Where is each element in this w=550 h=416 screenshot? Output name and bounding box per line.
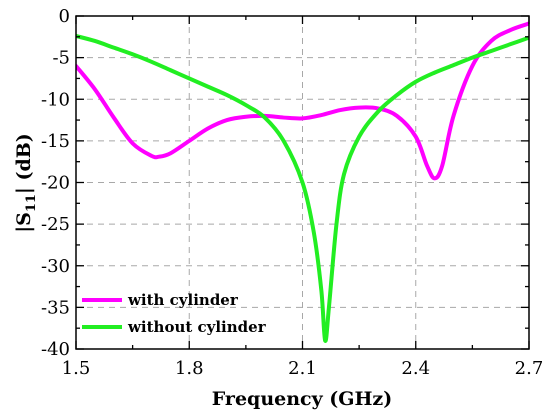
x-tick-label: 1.5: [62, 358, 91, 379]
series-with-cylinder: [76, 21, 529, 181]
axis-ticks: [75, 15, 530, 350]
x-tick-label: 1.8: [175, 358, 204, 379]
y-tick-label: -15: [41, 131, 70, 152]
series-lines: [76, 21, 529, 343]
legend: with cylinder without cylinder: [82, 291, 267, 336]
legend-label-without-cylinder: without cylinder: [127, 318, 267, 336]
y-tick-label: -30: [41, 256, 70, 277]
y-axis-title: |S11| (dB): [13, 133, 39, 233]
y-tick-label: -10: [41, 89, 70, 110]
grid-lines: [76, 16, 529, 349]
y-tick-label: 0: [59, 6, 70, 27]
y-tick-label: -40: [41, 339, 70, 360]
x-tick-label: 2.1: [288, 358, 317, 379]
y-axis-title-rest: | (dB): [13, 133, 35, 194]
y-axis-title-main: |S: [13, 212, 35, 233]
tick-labels: 1.5 1.8 2.1 2.4 2.7 0 -5 -10 -15 -20 -25 -30 -35 -40: [41, 6, 543, 379]
x-axis-title: Frequency (GHz): [212, 388, 392, 410]
y-tick-label: -35: [41, 297, 70, 318]
y-tick-label: -5: [52, 48, 70, 69]
y-tick-label: -20: [41, 173, 70, 194]
y-tick-label: -25: [41, 214, 70, 235]
legend-label-with-cylinder: with cylinder: [127, 291, 239, 309]
y-axis-title-sub: 11: [24, 194, 39, 212]
series-without-cylinder: [76, 33, 529, 343]
x-tick-label: 2.7: [515, 358, 544, 379]
x-tick-label: 2.4: [401, 358, 430, 379]
